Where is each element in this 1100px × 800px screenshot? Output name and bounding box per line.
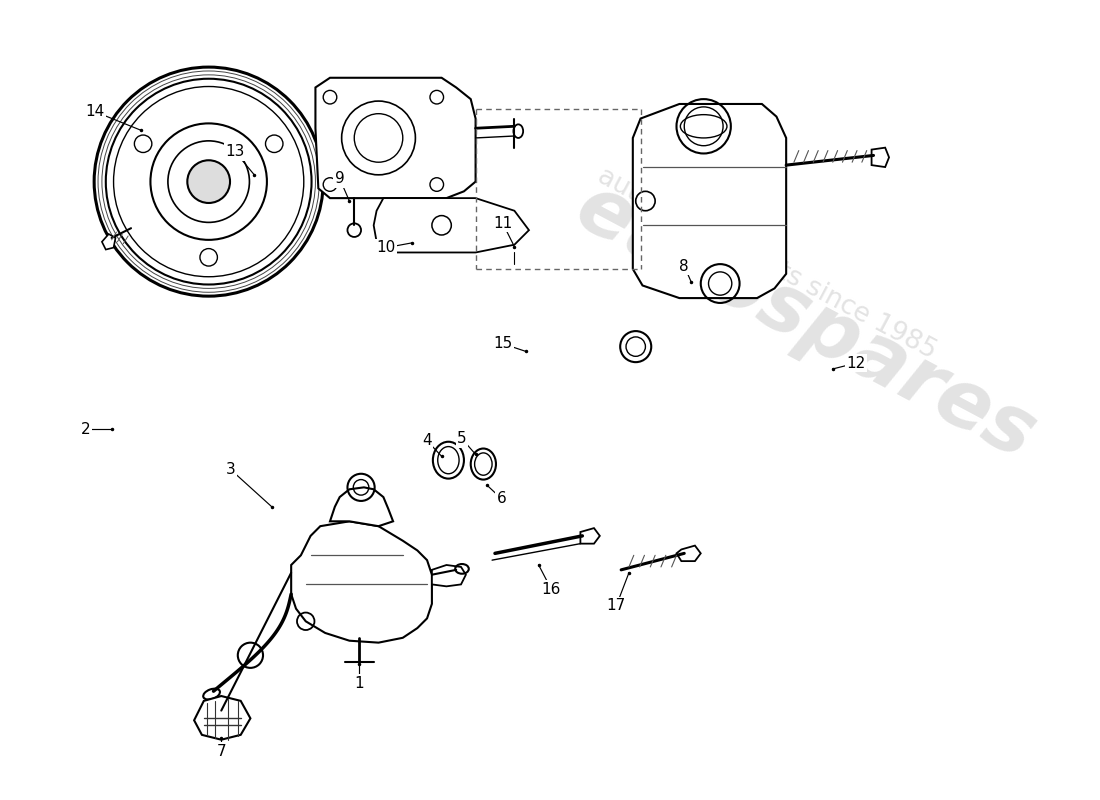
Ellipse shape bbox=[204, 689, 220, 699]
Polygon shape bbox=[676, 546, 701, 561]
Text: automotive parts since 1985: automotive parts since 1985 bbox=[593, 163, 940, 365]
Text: 7: 7 bbox=[217, 744, 227, 759]
Text: 16: 16 bbox=[541, 582, 561, 597]
Text: 2: 2 bbox=[80, 422, 90, 437]
Text: 14: 14 bbox=[86, 104, 104, 119]
Ellipse shape bbox=[471, 449, 496, 479]
Circle shape bbox=[626, 337, 646, 356]
Text: 13: 13 bbox=[226, 144, 244, 159]
Text: 10: 10 bbox=[376, 240, 396, 255]
Polygon shape bbox=[432, 565, 466, 586]
Polygon shape bbox=[292, 522, 432, 642]
Text: 17: 17 bbox=[607, 598, 626, 614]
Text: 8: 8 bbox=[680, 258, 689, 274]
Polygon shape bbox=[194, 696, 251, 740]
Text: 15: 15 bbox=[493, 336, 513, 351]
Text: 4: 4 bbox=[422, 434, 432, 448]
Polygon shape bbox=[632, 104, 786, 298]
Circle shape bbox=[620, 331, 651, 362]
Polygon shape bbox=[102, 234, 116, 250]
Ellipse shape bbox=[438, 446, 459, 474]
Polygon shape bbox=[581, 528, 600, 544]
Text: 9: 9 bbox=[334, 171, 344, 186]
Text: 11: 11 bbox=[493, 216, 513, 231]
Circle shape bbox=[348, 223, 361, 237]
Polygon shape bbox=[871, 148, 889, 167]
Circle shape bbox=[265, 135, 283, 153]
Polygon shape bbox=[330, 487, 393, 526]
Text: 6: 6 bbox=[497, 491, 507, 506]
Circle shape bbox=[134, 135, 152, 153]
Circle shape bbox=[200, 249, 218, 266]
Text: 1: 1 bbox=[354, 676, 364, 691]
Ellipse shape bbox=[433, 442, 464, 478]
Text: eurospares: eurospares bbox=[562, 169, 1048, 476]
Ellipse shape bbox=[474, 453, 492, 475]
Polygon shape bbox=[374, 198, 529, 253]
Polygon shape bbox=[316, 78, 475, 198]
Circle shape bbox=[187, 160, 230, 203]
Text: 5: 5 bbox=[458, 431, 466, 446]
Text: 12: 12 bbox=[846, 356, 866, 370]
Text: 3: 3 bbox=[227, 462, 235, 478]
